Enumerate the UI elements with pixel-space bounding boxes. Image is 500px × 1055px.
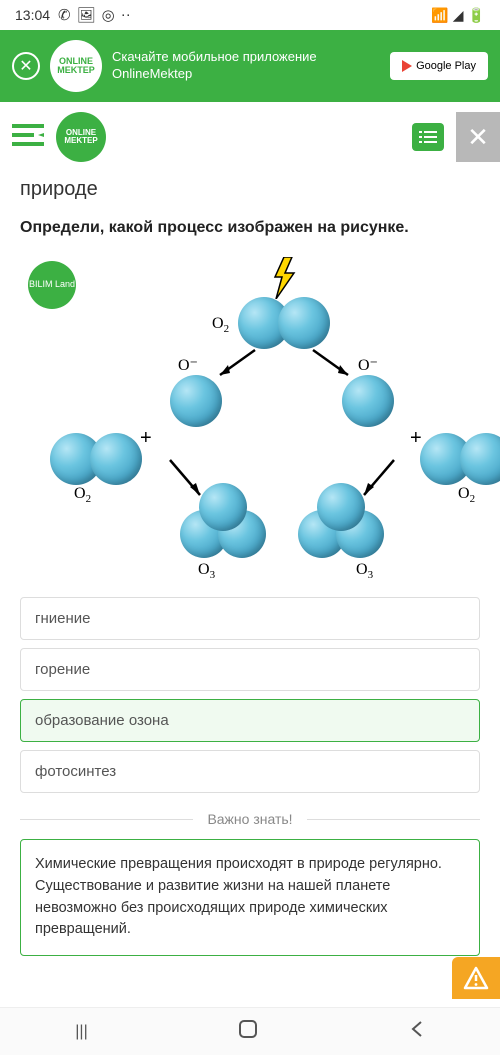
- atom: [317, 483, 365, 531]
- atom: [278, 297, 330, 349]
- arrow-icon: [210, 345, 260, 385]
- menu-button[interactable]: [12, 122, 44, 153]
- wifi-icon: 📶: [431, 7, 448, 24]
- info-box: Химические превращения происходят в прир…: [20, 839, 480, 956]
- android-nav-bar: |||: [0, 1007, 500, 1055]
- option-0[interactable]: гниение: [20, 597, 480, 640]
- google-play-button[interactable]: Google Play: [390, 52, 488, 80]
- option-3[interactable]: фотосинтез: [20, 750, 480, 793]
- banner-text: Скачайте мобильное приложение OnlineMekt…: [112, 49, 380, 83]
- signal-icon: ◢: [453, 7, 464, 24]
- question-text: Определи, какой процесс изображен на рис…: [20, 219, 480, 237]
- play-icon: [402, 60, 412, 72]
- banner-close-button[interactable]: ✕: [12, 52, 40, 80]
- plus-sign: +: [140, 427, 152, 450]
- bilim-badge: BILIM Land: [28, 261, 76, 309]
- option-1[interactable]: горение: [20, 648, 480, 691]
- label-o2-top: O2: [212, 315, 229, 335]
- atom: [460, 433, 500, 485]
- plus-sign: +: [410, 427, 422, 450]
- whatsapp-icon: ✆: [58, 6, 71, 24]
- home-button[interactable]: [238, 1019, 258, 1044]
- option-2[interactable]: образование озона: [20, 699, 480, 742]
- image-icon: 🖼: [77, 6, 96, 24]
- gplay-label: Google Play: [416, 60, 476, 72]
- label-o3-r: O3: [356, 561, 373, 581]
- atom: [199, 483, 247, 531]
- instagram-icon: ◎: [102, 6, 115, 24]
- label-o2-l: O2: [74, 485, 91, 505]
- label-o-minus-r: O⁻: [358, 355, 378, 375]
- atom: [90, 433, 142, 485]
- label-o-minus-l: O⁻: [178, 355, 198, 375]
- chemistry-diagram: BILIM Land O2 O⁻ O⁻ + + O2 O2: [20, 255, 480, 585]
- arrow-icon: [308, 345, 358, 385]
- list-view-button[interactable]: [412, 123, 444, 151]
- top-nav: ONLINE MEKTEP ✕: [0, 102, 500, 172]
- back-button[interactable]: [409, 1019, 425, 1044]
- warning-badge[interactable]: [452, 957, 500, 999]
- section-divider: Важно знать!: [20, 811, 480, 827]
- close-button[interactable]: ✕: [456, 112, 500, 162]
- page-title: природе: [20, 178, 480, 201]
- answer-options: гниение горение образование озона фотоси…: [20, 597, 480, 793]
- more-icon: ··: [121, 6, 131, 24]
- banner-logo: ONLINE MEKTEP: [50, 40, 102, 92]
- label-o2-r: O2: [458, 485, 475, 505]
- lightning-icon: [270, 257, 298, 299]
- nav-logo: ONLINE MEKTEP: [56, 112, 106, 162]
- status-bar: 13:04 ✆ 🖼 ◎ ·· 📶 ◢ 🔋: [0, 0, 500, 30]
- label-o3-l: O3: [198, 561, 215, 581]
- status-time: 13:04: [15, 7, 50, 23]
- battery-icon: 🔋: [468, 7, 485, 24]
- recent-apps-button[interactable]: |||: [75, 1023, 87, 1041]
- app-banner: ✕ ONLINE MEKTEP Скачайте мобильное прило…: [0, 30, 500, 102]
